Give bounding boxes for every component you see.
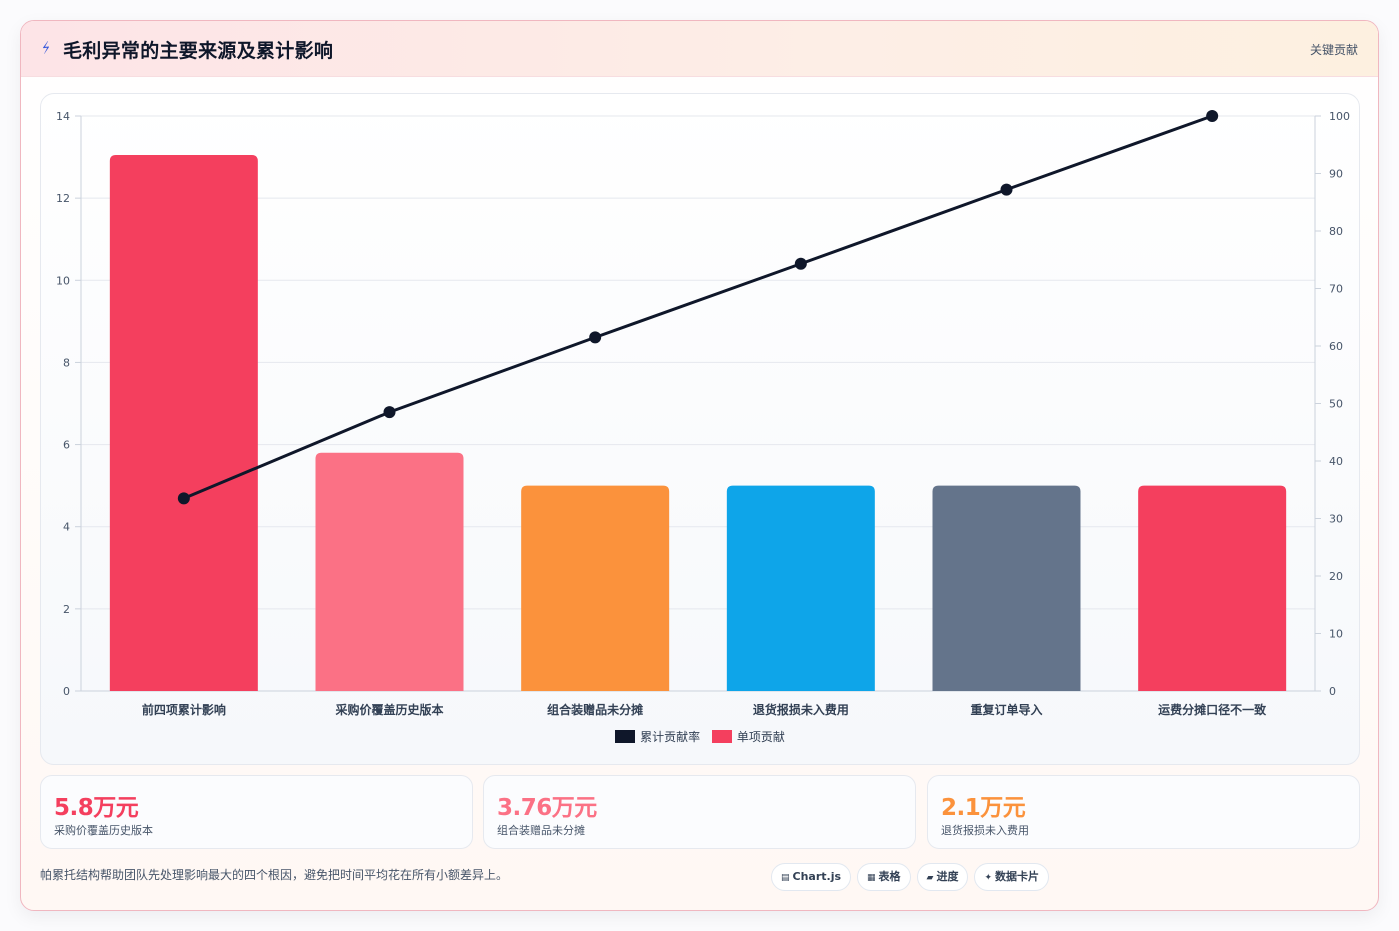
sparkle-icon: ✦ [984,873,993,883]
y-right-tick-label: 30 [1329,513,1343,526]
bar-2 [521,485,670,691]
bar-3 [726,485,875,691]
legend-item-cumulative[interactable]: 累计贡献率 [615,728,700,745]
y-right-tick-label: 20 [1329,570,1343,583]
stat-label: 采购价覆盖历史版本 [54,824,153,837]
y-left-tick-label: 12 [56,192,70,205]
chart-icon: ▤ [781,873,790,883]
chip-label: 进度 [936,870,959,883]
cumulative-line [183,114,1213,500]
legend-label-single: 单项贡献 [736,730,785,744]
chip-label: 表格 [878,870,901,883]
x-category-label: 采购价覆盖历史版本 [334,702,443,717]
y-right-tick-label: 40 [1329,455,1343,468]
card-header: ⚡︎ 毛利异常的主要来源及累计影响 关键贡献 [21,21,1378,77]
x-category-label: 重复订单导入 [970,702,1042,717]
stat-label: 退货报损未入费用 [941,824,1029,837]
x-category-label: 运费分摊口径不一致 [1158,702,1267,717]
legend-swatch-cumulative [615,730,636,743]
chip-label: Chart.js [792,870,842,883]
footnote: 帕累托结构帮助团队先处理影响最大的四个根因，避免把时间平均花在所有小额差异上。 [40,868,509,882]
legend-swatch-single [711,730,732,743]
table-icon: ▦ [867,873,876,883]
y-right-tick-label: 60 [1329,340,1343,353]
legend-item-single[interactable]: 单项贡献 [711,728,785,745]
y-left-tick-label: 2 [63,603,70,616]
cumulative-point-5 [1206,110,1219,122]
y-left-tick-label: 6 [63,439,70,452]
y-left-tick-label: 8 [63,356,70,369]
card-title: 毛利异常的主要来源及累计影响 [63,40,334,62]
y-left-tick-label: 4 [63,521,70,534]
y-right-tick-label: 10 [1329,628,1343,641]
chart-legend: 累计贡献率 单项贡献 [41,728,1359,745]
bar-0 [109,155,258,692]
bar-5 [1138,485,1287,691]
chip-chartjs[interactable]: ▤ Chart.js [771,863,852,891]
y-right-tick-label: 80 [1329,225,1343,238]
y-right-tick-label: 0 [1329,685,1336,698]
stat-label: 组合装赠品未分摊 [497,824,585,837]
stat-card-purchase-price: 5.8万元 采购价覆盖历史版本 [40,775,473,849]
pareto-chart: 0 2 4 6 8 10 12 14 0 10 20 30 40 50 60 70 80 90 100 前四项累计影响… [56,110,1350,717]
legend-label-cumulative: 累计贡献率 [640,730,701,744]
cumulative-point-2 [589,331,602,344]
y-left-tick-label: 14 [56,110,70,123]
cumulative-point-0 [177,492,190,505]
progress-icon: ▰ [926,873,934,883]
lightning-icon: ⚡︎ [38,37,55,59]
stat-value: 2.1万元 [941,795,1026,821]
stat-value: 5.8万元 [54,795,139,821]
y-right-tick-label: 50 [1329,398,1343,411]
stat-value: 3.76万元 [497,795,597,821]
cumulative-point-4 [1000,183,1013,196]
bar-4 [932,485,1081,691]
cumulative-point-1 [383,406,396,419]
y-right-tick-label: 90 [1329,168,1343,181]
x-category-label: 退货报损未入费用 [753,702,849,717]
chip-label: 数据卡片 [995,870,1040,883]
x-category-label: 前四项累计影响 [142,702,226,717]
y-left-tick-label: 0 [63,685,70,698]
cumulative-point-3 [794,257,807,270]
tech-chips: ▤ Chart.js ▦ 表格 ▰ 进度 ✦ 数据卡片 [771,863,1055,891]
chip-data-card[interactable]: ✦ 数据卡片 [974,863,1050,891]
stat-card-bundle-gift: 3.76万元 组合装赠品未分摊 [483,775,916,849]
chip-table[interactable]: ▦ 表格 [857,863,911,891]
chart-card: ⚡︎ 毛利异常的主要来源及累计影响 关键贡献 0 2 4 6 8 10 12 14 0 10 20 3… [20,20,1379,911]
y-right-tick-label: 100 [1329,110,1350,123]
y-left-tick-label: 10 [56,274,70,287]
chart-panel: 0 2 4 6 8 10 12 14 0 10 20 30 40 50 60 70 80 90 100 前四项累计影响… [40,93,1360,765]
x-category-label: 组合装赠品未分摊 [547,702,643,717]
chip-progress[interactable]: ▰ 进度 [916,863,969,891]
y-right-tick-label: 70 [1329,283,1343,296]
key-contribution-label[interactable]: 关键贡献 [1309,43,1358,57]
stat-card-return-loss: 2.1万元 退货报损未入费用 [927,775,1360,849]
bar-1 [315,452,464,691]
